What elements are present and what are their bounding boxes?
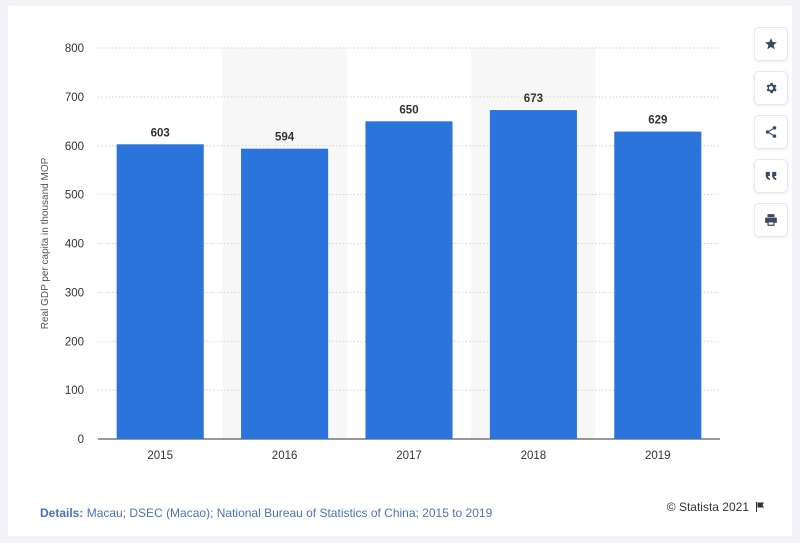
y-tick-label: 300 <box>65 287 84 299</box>
share-button[interactable] <box>754 115 788 149</box>
chart-toolbar <box>754 27 788 247</box>
y-tick-label: 500 <box>65 190 84 202</box>
x-tick-label: 2019 <box>645 450 671 462</box>
data-label: 629 <box>648 115 667 127</box>
bar <box>241 148 329 439</box>
details-text[interactable]: Macau; DSEC (Macao); National Bureau of … <box>86 506 493 520</box>
y-tick-label: 400 <box>65 239 84 251</box>
y-tick-label: 200 <box>65 336 84 348</box>
data-label: 603 <box>151 127 170 139</box>
data-label: 650 <box>399 104 418 116</box>
favorite-button[interactable] <box>754 27 788 61</box>
share-icon <box>765 126 777 138</box>
y-tick-label: 0 <box>78 434 84 446</box>
y-axis-label: Real GDP per capita in thousand MOP <box>40 157 51 329</box>
x-tick-label: 2017 <box>396 450 422 462</box>
quote-icon <box>765 171 777 181</box>
print-button[interactable] <box>754 203 788 237</box>
bar <box>365 121 453 439</box>
star-icon <box>765 38 777 50</box>
data-label: 594 <box>275 132 295 144</box>
copyright-text: © Statista 2021 <box>666 500 749 514</box>
copyright[interactable]: © Statista 2021 <box>667 500 766 514</box>
print-icon <box>765 214 777 226</box>
source-details: Details: Macau; DSEC (Macao); National B… <box>40 506 492 520</box>
flag-icon <box>756 502 764 512</box>
bar <box>614 131 702 440</box>
x-tick-label: 2015 <box>147 450 173 462</box>
y-tick-label: 100 <box>65 385 84 397</box>
x-tick-label: 2018 <box>521 450 547 462</box>
data-label: 673 <box>524 93 543 105</box>
bar <box>489 110 577 439</box>
cite-button[interactable] <box>754 159 788 193</box>
bar <box>116 144 204 439</box>
settings-button[interactable] <box>754 71 788 105</box>
x-tick-label: 2016 <box>272 450 298 462</box>
chart-card: 0 100 200 300 400 500 600 700 800 603 2015 594 2016 6… <box>8 6 792 536</box>
details-label: Details: <box>40 506 84 520</box>
gear-icon <box>766 82 777 94</box>
y-tick-label: 800 <box>65 43 84 55</box>
y-tick-label: 600 <box>65 141 84 153</box>
y-tick-label: 700 <box>65 92 84 104</box>
bar-chart: 0 100 200 300 400 500 600 700 800 603 2015 594 2016 6… <box>40 43 720 462</box>
